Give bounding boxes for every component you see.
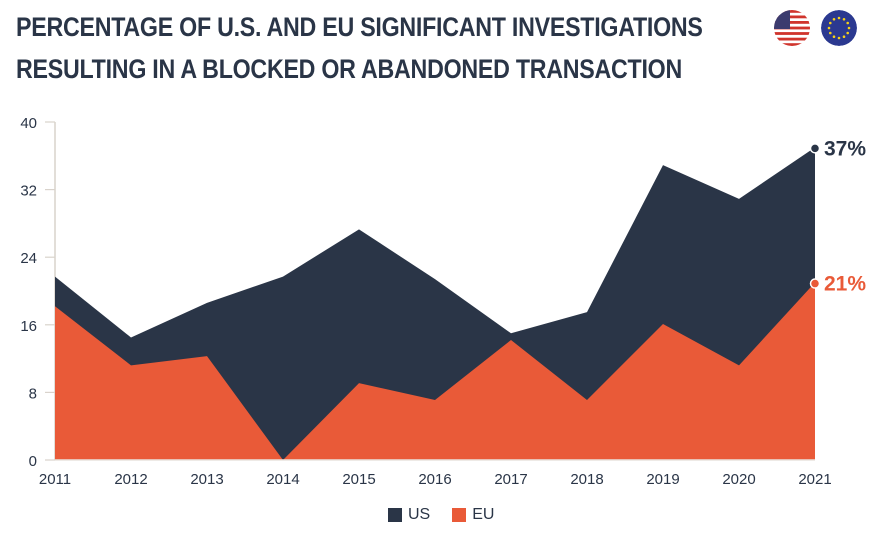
annotation-label-us: 37% [824,137,866,160]
annotations: 37% 21% [809,137,866,296]
area-eu [55,282,815,460]
us-flag-icon [774,10,810,46]
legend-label-eu: EU [472,506,495,523]
legend-swatch-eu [452,508,467,522]
annotation-label-eu: 21% [824,273,866,296]
legend-item-us: US [388,506,430,524]
x-axis: 2011 2012 2013 2014 2015 2016 2017 2018 2019 2020… [39,459,832,488]
y-tick-label: 8 [29,385,37,402]
chart-title-line-1: PERCENTAGE OF U.S. AND EU SIGNIFICANT IN… [16,12,703,42]
annotation-dot-us [809,143,821,154]
eu-flag-icon [821,10,857,46]
x-tick-label: 2020 [722,471,755,488]
x-tick-label: 2016 [418,471,451,488]
chart-title: PERCENTAGE OF U.S. AND EU SIGNIFICANT IN… [16,6,703,90]
legend-label-us: US [408,506,431,523]
y-tick-label: 40 [20,115,37,132]
x-tick-label: 2012 [114,471,147,488]
x-tick-label: 2015 [342,471,375,488]
x-tick-label: 2013 [190,471,223,488]
x-tick-label: 2017 [494,471,527,488]
y-tick-label: 32 [20,183,37,200]
y-tick-label: 0 [29,453,37,470]
y-tick-label: 16 [20,318,37,335]
legend-swatch-us [388,508,402,522]
x-tick-label: 2021 [798,471,831,488]
x-tick-label: 2011 [39,471,71,488]
y-tick-label: 24 [20,250,37,267]
annotation-dot-eu [809,278,821,289]
chart-areas [54,147,816,461]
x-tick-label: 2019 [646,471,679,488]
legend: US EU [388,506,516,524]
legend-item-eu: EU [452,506,494,524]
y-axis: 0 8 16 24 32 40 [20,115,56,470]
x-tick-label: 2014 [266,471,299,488]
chart-title-line-2: RESULTING IN A BLOCKED OR ABANDONED TRAN… [16,54,682,84]
x-tick-label: 2018 [570,471,603,488]
